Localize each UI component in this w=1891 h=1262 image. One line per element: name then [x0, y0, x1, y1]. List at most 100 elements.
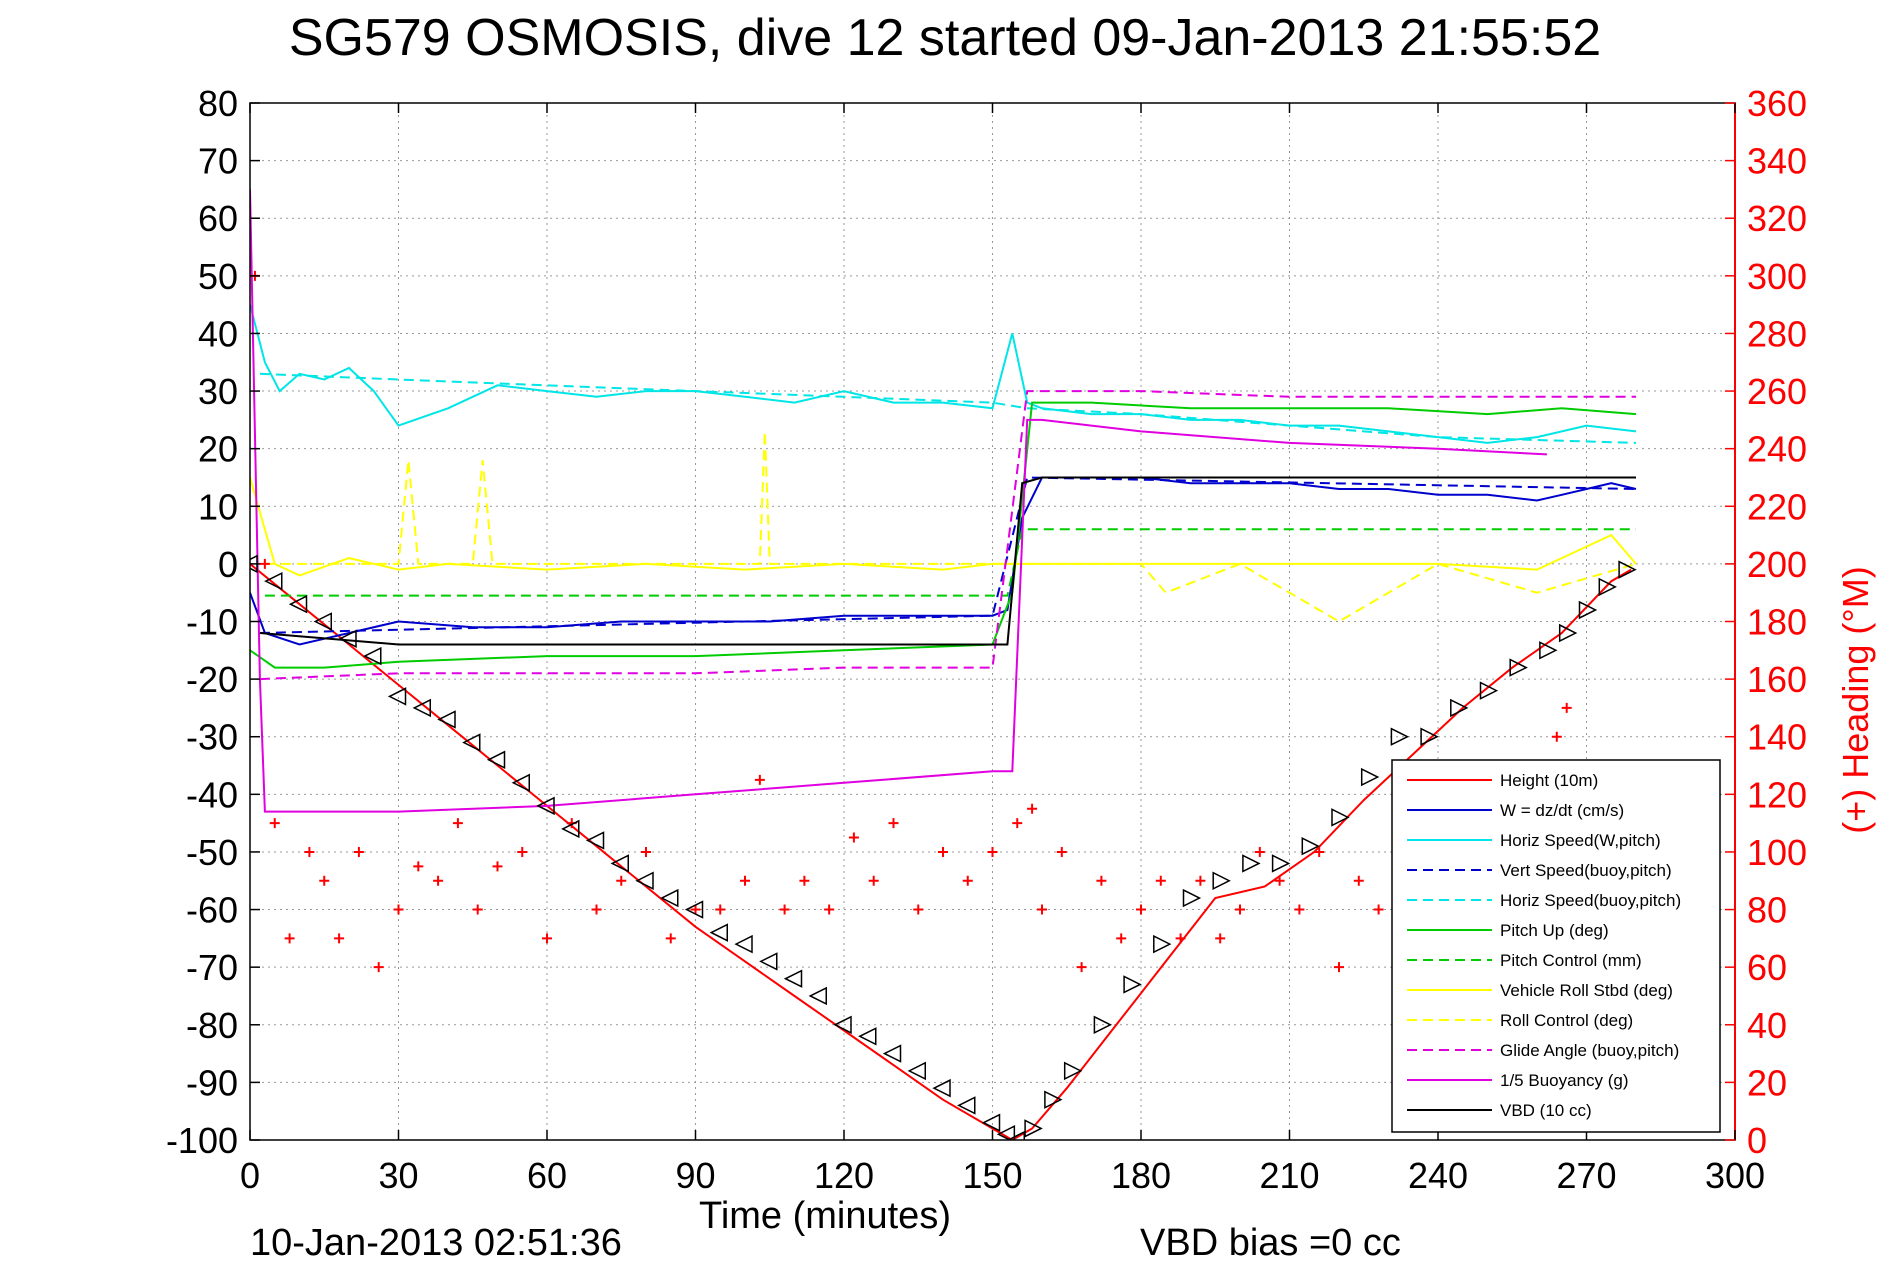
heading-point	[848, 832, 859, 843]
series-layer	[250, 189, 1637, 1140]
vbd-point	[585, 831, 605, 850]
series-line-8	[264, 431, 1637, 623]
heading-point	[754, 774, 765, 785]
heading-point	[962, 875, 973, 886]
vbd-point	[660, 888, 679, 908]
y-tick-label: 60	[198, 198, 238, 239]
y2-tick-label: 260	[1747, 371, 1807, 412]
footer-vbd-bias: VBD bias =0 cc	[1140, 1222, 1401, 1262]
heading-point	[284, 933, 295, 944]
vbd-point	[387, 687, 407, 706]
heading-point	[665, 933, 676, 944]
vbd-point	[1450, 698, 1469, 718]
heading-point	[1373, 904, 1384, 915]
legend-entry: Glide Angle (buoy,pitch)	[1500, 1041, 1679, 1060]
y2-tick-label: 360	[1747, 83, 1807, 124]
vbd-point	[363, 646, 382, 666]
legend-entry: Horiz Speed(buoy,pitch)	[1500, 891, 1681, 910]
vbd-point	[1044, 1090, 1063, 1109]
series-line-0	[250, 563, 1632, 1140]
vbd-point	[288, 595, 308, 614]
heading-point	[393, 904, 404, 915]
vbd-point	[1024, 1119, 1043, 1138]
y-tick-label: -90	[186, 1062, 238, 1103]
vbd-point	[486, 750, 506, 769]
x-tick-label: 300	[1705, 1155, 1765, 1196]
x-tick-label: 150	[962, 1155, 1022, 1196]
legend-entry: Roll Control (deg)	[1500, 1011, 1633, 1030]
heading-point	[1254, 846, 1265, 857]
vbd-point	[462, 733, 481, 752]
legend-entry: Pitch Up (deg)	[1500, 921, 1609, 940]
heading-point	[433, 875, 444, 886]
x-tick-label: 60	[527, 1155, 567, 1196]
vbd-point	[511, 773, 530, 793]
legend-entry: VBD (10 cc)	[1500, 1101, 1592, 1120]
footer-timestamp: 10-Jan-2013 02:51:36	[250, 1222, 622, 1262]
y-tick-label: -10	[186, 602, 238, 643]
heading-point	[641, 846, 651, 857]
heading-point	[616, 875, 627, 886]
series-line-4	[259, 372, 1637, 444]
vbd-markers	[250, 554, 1637, 1140]
vbd-point	[858, 1027, 877, 1046]
x-axis-label: Time (minutes)	[699, 1195, 951, 1237]
y2-tick-label: 80	[1747, 890, 1787, 931]
y2-tick-label: 160	[1747, 659, 1807, 700]
y-tick-label: -40	[186, 774, 238, 815]
vbd-point	[1153, 934, 1172, 954]
heading-point	[1116, 933, 1127, 944]
x-tick-label: 240	[1408, 1155, 1468, 1196]
vbd-point	[437, 710, 456, 729]
y2-tick-label: 300	[1747, 256, 1807, 297]
y-tick-label: -20	[186, 659, 238, 700]
x-tick-label: 30	[378, 1155, 418, 1196]
vbd-point	[1360, 767, 1380, 787]
heading-point	[413, 861, 424, 872]
chart-title: SG579 OSMOSIS, dive 12 started 09-Jan-20…	[289, 9, 1601, 67]
y-tick-label: -80	[186, 1005, 238, 1046]
vbd-point	[981, 1113, 1001, 1132]
heading-point	[1037, 904, 1047, 915]
vbd-point	[957, 1096, 976, 1115]
heading-point	[1215, 933, 1226, 944]
vbd-point	[1212, 871, 1231, 890]
axes: 0 30 60 90 120 150 180 210 240 270 300807060504030…	[166, 83, 1807, 1196]
vbd-point	[1420, 727, 1439, 746]
vbd-point	[1558, 623, 1578, 643]
y-tick-label: 80	[198, 83, 238, 124]
y-tick-label: 0	[218, 544, 238, 585]
vbd-point	[1123, 975, 1142, 994]
series-line-7	[250, 477, 1637, 577]
heading-point	[913, 904, 924, 915]
series-group	[250, 189, 1637, 1140]
heading-point	[868, 875, 879, 886]
y-tick-label: 50	[198, 256, 238, 297]
y2-tick-label: 40	[1747, 1005, 1787, 1046]
y-tick-label: -70	[186, 947, 238, 988]
heading-point	[1136, 904, 1146, 915]
y-tick-label: 40	[198, 313, 238, 354]
series-line-2	[250, 304, 1637, 444]
vbd-point	[1539, 641, 1558, 660]
y2-tick-label: 140	[1747, 717, 1807, 758]
heading-point	[1561, 702, 1572, 713]
vbd-point	[412, 698, 431, 718]
y2-tick-label: 340	[1747, 141, 1807, 182]
vbd-point	[882, 1044, 902, 1063]
heading-point	[987, 846, 998, 857]
heading-point	[472, 904, 483, 915]
x-tick-label: 270	[1556, 1155, 1616, 1196]
vbd-point	[313, 612, 332, 631]
vbd-point	[536, 796, 555, 816]
vbd-point	[1182, 888, 1202, 908]
vbd-point	[783, 969, 803, 988]
y-tick-label: -60	[186, 890, 238, 931]
heading-point	[888, 818, 899, 829]
heading-point	[1027, 803, 1038, 814]
vbd-point	[635, 871, 654, 890]
series-line-3	[259, 476, 1637, 634]
legend: Height (10m) W = dz/dt (cm/s) Horiz Speed(…	[1391, 759, 1721, 1133]
heading-point	[1274, 875, 1285, 886]
